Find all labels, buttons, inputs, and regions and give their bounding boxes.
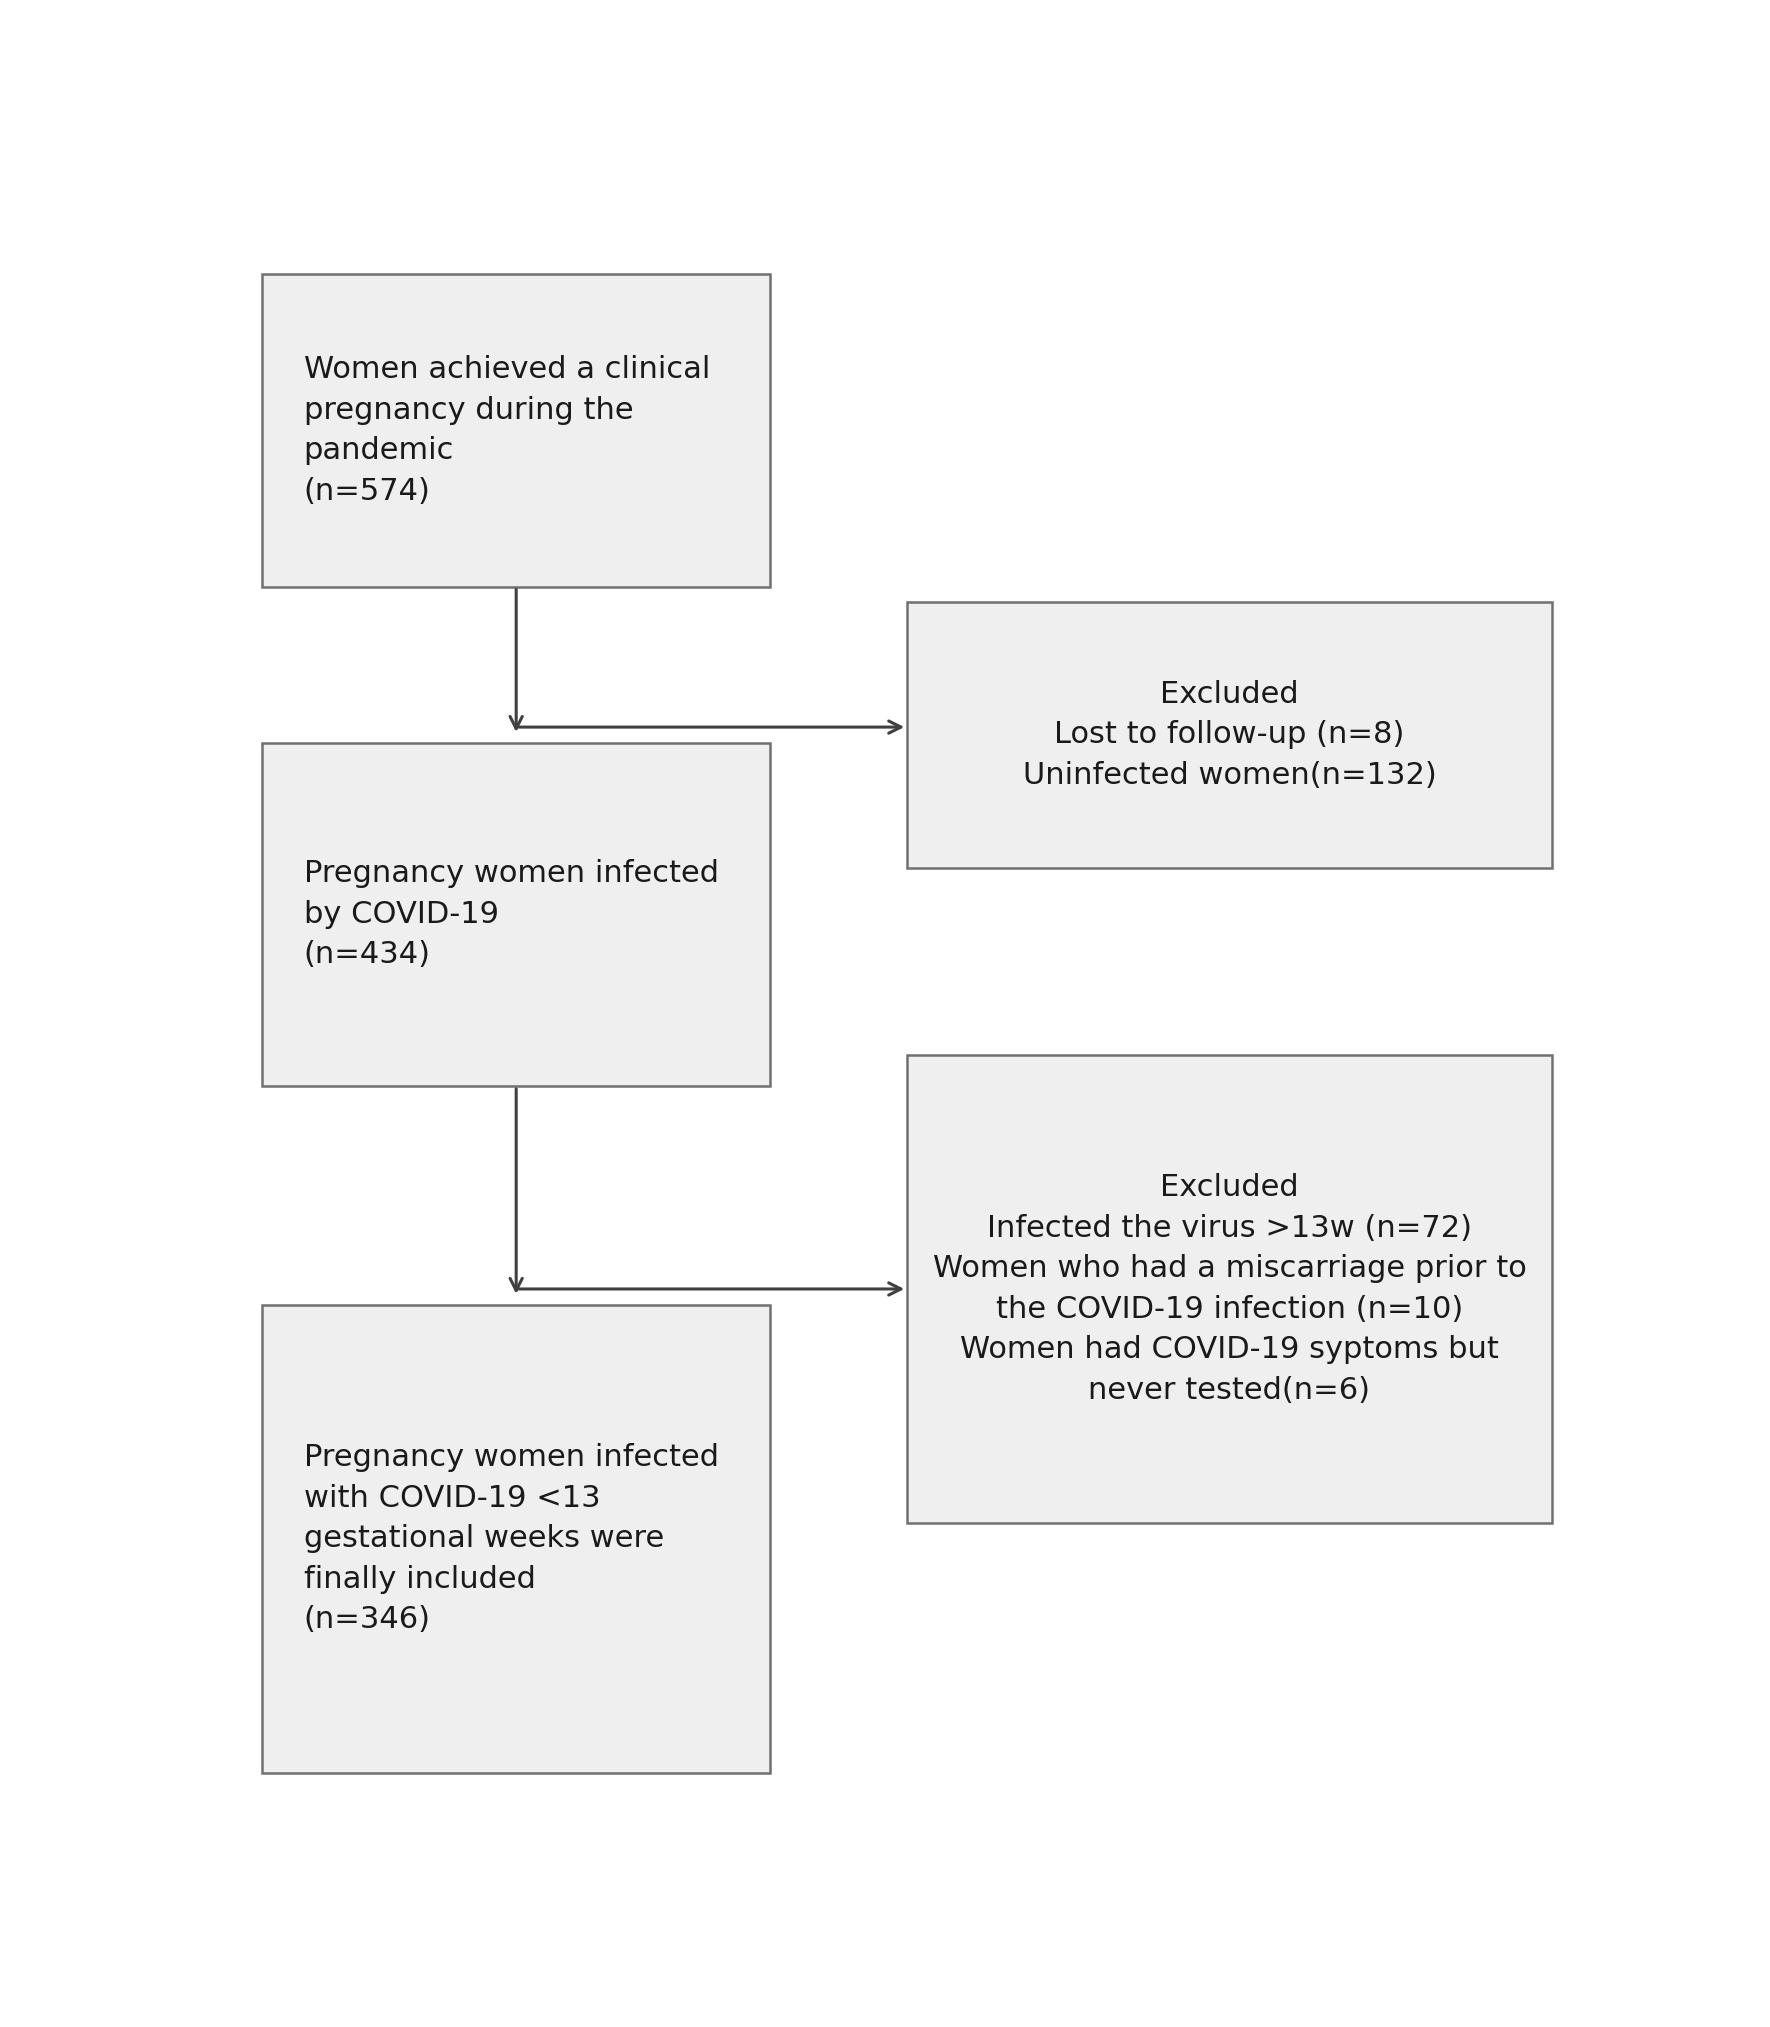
Text: Excluded
Lost to follow-up (n=8)
Uninfected women(n=132): Excluded Lost to follow-up (n=8) Uninfec… bbox=[1023, 679, 1437, 791]
FancyBboxPatch shape bbox=[908, 1054, 1552, 1522]
Text: Women achieved a clinical
pregnancy during the
pandemic
(n=574): Women achieved a clinical pregnancy duri… bbox=[304, 355, 710, 507]
FancyBboxPatch shape bbox=[908, 602, 1552, 868]
Text: Pregnancy women infected
by COVID-19
(n=434): Pregnancy women infected by COVID-19 (n=… bbox=[304, 859, 719, 969]
FancyBboxPatch shape bbox=[262, 274, 770, 586]
Text: Excluded
Infected the virus >13w (n=72)
Women who had a miscarriage prior to
the: Excluded Infected the virus >13w (n=72) … bbox=[933, 1174, 1526, 1405]
FancyBboxPatch shape bbox=[262, 1305, 770, 1774]
Text: Pregnancy women infected
with COVID-19 <13
gestational weeks were
finally includ: Pregnancy women infected with COVID-19 <… bbox=[304, 1443, 719, 1634]
FancyBboxPatch shape bbox=[262, 742, 770, 1086]
